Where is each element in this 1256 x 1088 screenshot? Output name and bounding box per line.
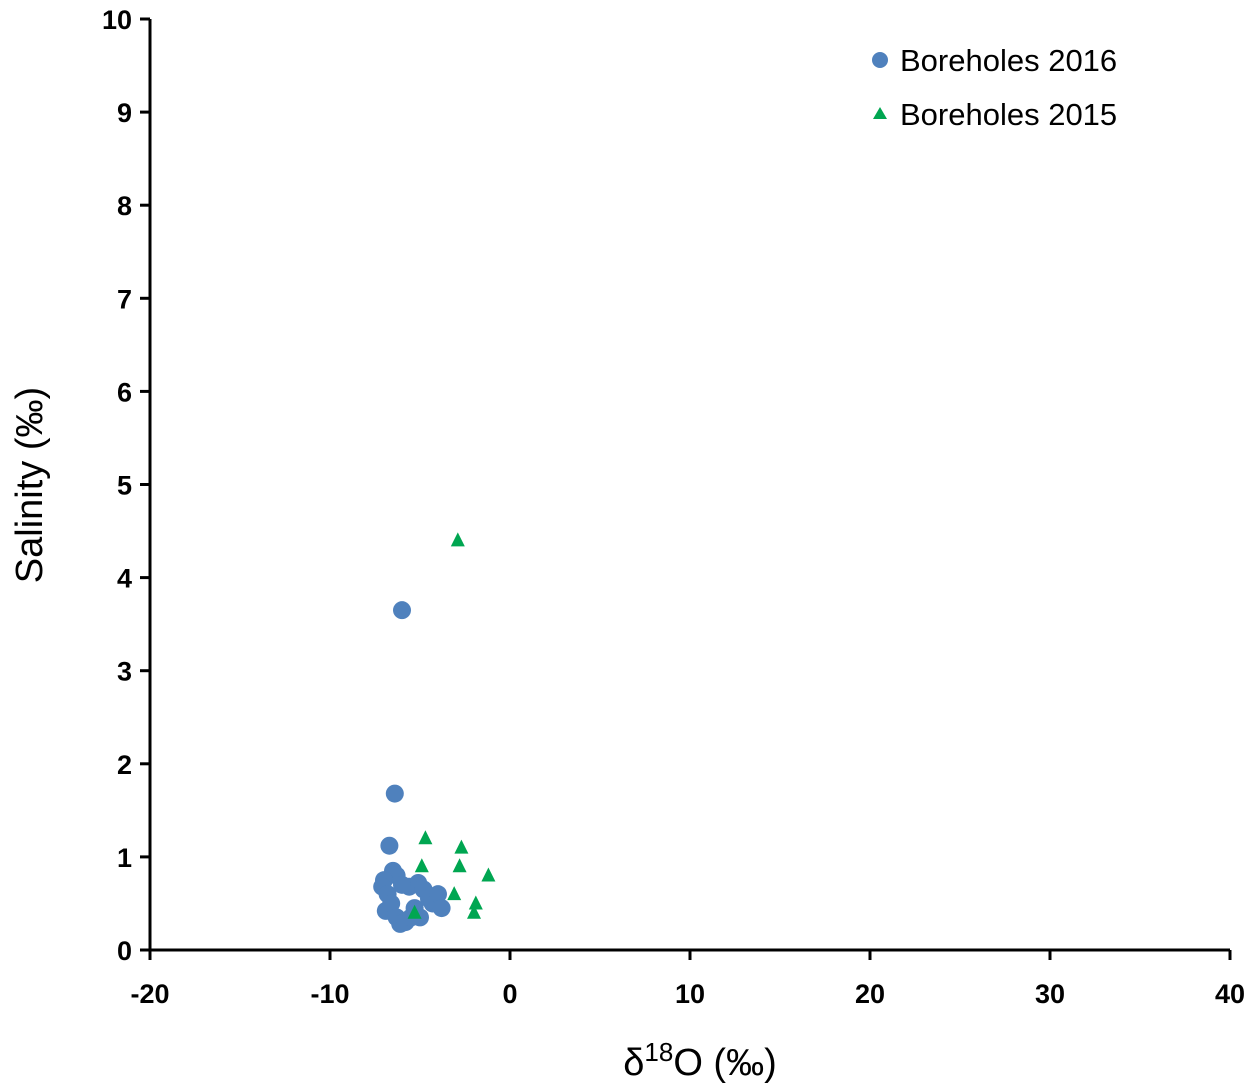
point-2016 — [385, 784, 404, 803]
point-2015 — [414, 858, 429, 873]
x-axis-label: δ18O (‰) — [623, 1037, 777, 1084]
axis-ticks: -20 -10 0 10 20 30 40 0 1 2 3 4 5 6 7 8 9 10 — [102, 5, 1245, 1009]
point-2015 — [450, 532, 465, 547]
y-tick-label: 1 — [117, 843, 132, 873]
x-tick-label: 0 — [502, 979, 517, 1009]
y-tick-label: 6 — [117, 377, 132, 407]
point-2016 — [380, 836, 399, 855]
point-2015 — [454, 839, 469, 854]
y-tick-label: 0 — [117, 936, 132, 966]
y-tick-label: 9 — [117, 98, 132, 128]
y-tick-label: 5 — [117, 471, 132, 501]
x-tick-label: -10 — [310, 979, 349, 1009]
x-tick-label: 10 — [675, 979, 705, 1009]
point-2016 — [429, 885, 447, 904]
y-axis-label: Salinity (‰) — [9, 387, 51, 583]
point-2016 — [393, 875, 411, 894]
point-2015 — [481, 867, 496, 882]
legend-triangle-icon — [873, 107, 887, 119]
point-2015 — [447, 886, 462, 901]
legend-circle-icon — [872, 52, 888, 68]
x-tick-label: 30 — [1035, 979, 1065, 1009]
point-2015 — [468, 895, 483, 910]
legend: Boreholes 2016 Boreholes 2015 — [872, 43, 1117, 132]
point-2016 — [432, 899, 451, 918]
point-2015 — [452, 858, 467, 873]
x-tick-label: 40 — [1215, 979, 1245, 1009]
point-2015 — [418, 830, 433, 845]
point-2015 — [407, 904, 422, 919]
point-2016 — [382, 894, 401, 913]
plot-marks — [373, 532, 496, 933]
y-tick-label: 8 — [117, 191, 132, 221]
legend-label-2016: Boreholes 2016 — [900, 43, 1117, 78]
y-tick-label: 2 — [117, 750, 132, 780]
point-2016 — [393, 601, 411, 620]
legend-label-2015: Boreholes 2015 — [900, 97, 1117, 132]
x-tick-label: -20 — [130, 979, 169, 1009]
y-tick-label: 10 — [102, 5, 132, 35]
y-tick-label: 4 — [117, 564, 132, 594]
point-2015 — [467, 904, 481, 919]
y-tick-label: 3 — [117, 657, 132, 687]
x-tick-label: 20 — [855, 979, 885, 1009]
y-tick-label: 7 — [117, 284, 132, 314]
